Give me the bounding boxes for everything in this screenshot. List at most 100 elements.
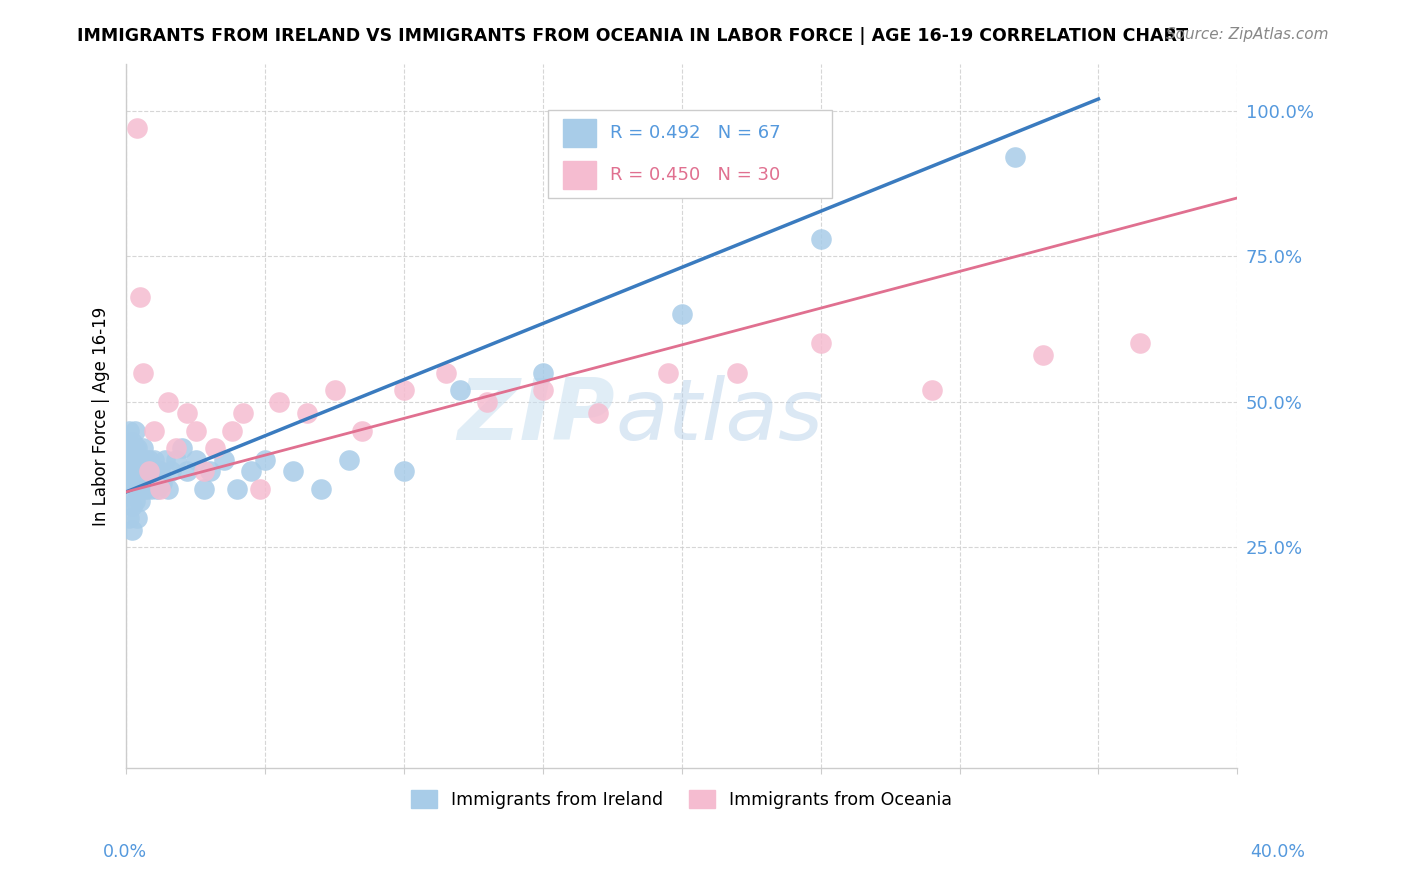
Point — [477, 394, 499, 409]
Point — [129, 453, 152, 467]
Point — [671, 307, 693, 321]
Point — [121, 453, 143, 467]
Point — [129, 493, 152, 508]
Point — [121, 500, 143, 514]
Point — [121, 465, 143, 479]
Point — [657, 366, 679, 380]
Text: R = 0.450   N = 30: R = 0.450 N = 30 — [610, 166, 780, 184]
Point — [810, 336, 832, 351]
Point — [121, 476, 143, 491]
Point — [240, 465, 263, 479]
Point — [132, 476, 155, 491]
Point — [1004, 150, 1026, 164]
Point — [129, 476, 152, 491]
Point — [118, 482, 141, 496]
Point — [204, 441, 226, 455]
Text: R = 0.492   N = 67: R = 0.492 N = 67 — [610, 124, 780, 142]
Point — [212, 453, 235, 467]
Point — [184, 424, 207, 438]
Point — [132, 453, 155, 467]
Text: 40.0%: 40.0% — [1250, 843, 1305, 861]
Point — [725, 366, 748, 380]
Point — [129, 465, 152, 479]
Point — [156, 394, 179, 409]
Point — [159, 465, 181, 479]
Point — [249, 482, 271, 496]
Point — [531, 383, 554, 397]
Point — [309, 482, 332, 496]
Point — [127, 511, 149, 525]
Point — [153, 453, 176, 467]
Point — [118, 511, 141, 525]
Legend: Immigrants from Ireland, Immigrants from Oceania: Immigrants from Ireland, Immigrants from… — [405, 783, 959, 816]
Point — [921, 383, 943, 397]
Point — [138, 476, 160, 491]
Point — [138, 465, 160, 479]
Point — [352, 424, 374, 438]
Point — [138, 465, 160, 479]
Point — [135, 465, 157, 479]
Point — [149, 482, 172, 496]
Point — [127, 453, 149, 467]
Point — [124, 453, 146, 467]
Point — [143, 453, 166, 467]
Point — [1129, 336, 1152, 351]
Point — [143, 424, 166, 438]
Text: Source: ZipAtlas.com: Source: ZipAtlas.com — [1166, 27, 1329, 42]
Point — [1032, 348, 1054, 362]
Text: ZIP: ZIP — [457, 375, 616, 458]
Point — [193, 482, 215, 496]
Point — [295, 406, 318, 420]
Point — [588, 406, 610, 420]
Point — [392, 465, 415, 479]
Point — [281, 465, 304, 479]
Point — [127, 465, 149, 479]
Text: 0.0%: 0.0% — [103, 843, 146, 861]
Point — [254, 453, 277, 467]
Point — [127, 482, 149, 496]
Point — [531, 366, 554, 380]
Point — [143, 465, 166, 479]
Point — [165, 453, 187, 467]
Text: atlas: atlas — [616, 375, 823, 458]
Point — [135, 482, 157, 496]
Point — [170, 441, 193, 455]
Point — [127, 441, 149, 455]
Point — [392, 383, 415, 397]
Point — [198, 465, 221, 479]
Point — [449, 383, 471, 397]
Point — [226, 482, 249, 496]
Point — [129, 290, 152, 304]
Point — [165, 441, 187, 455]
Point — [434, 366, 457, 380]
Point — [124, 465, 146, 479]
Point — [118, 441, 141, 455]
FancyBboxPatch shape — [562, 119, 596, 147]
FancyBboxPatch shape — [562, 161, 596, 189]
Point — [121, 523, 143, 537]
Point — [138, 453, 160, 467]
Point — [267, 394, 290, 409]
Point — [184, 453, 207, 467]
Text: IMMIGRANTS FROM IRELAND VS IMMIGRANTS FROM OCEANIA IN LABOR FORCE | AGE 16-19 CO: IMMIGRANTS FROM IRELAND VS IMMIGRANTS FR… — [77, 27, 1188, 45]
Point — [124, 424, 146, 438]
Point — [176, 406, 198, 420]
Point — [176, 465, 198, 479]
Point — [127, 121, 149, 136]
Point — [221, 424, 243, 438]
Point — [141, 482, 163, 496]
Y-axis label: In Labor Force | Age 16-19: In Labor Force | Age 16-19 — [93, 307, 110, 525]
Point — [132, 482, 155, 496]
Point — [337, 453, 360, 467]
FancyBboxPatch shape — [548, 110, 832, 198]
Point — [149, 465, 172, 479]
Point — [152, 476, 174, 491]
Point — [118, 465, 141, 479]
Point — [143, 476, 166, 491]
Point — [810, 232, 832, 246]
Point — [132, 441, 155, 455]
Point — [193, 465, 215, 479]
Point — [124, 476, 146, 491]
Point — [118, 424, 141, 438]
Point — [232, 406, 254, 420]
